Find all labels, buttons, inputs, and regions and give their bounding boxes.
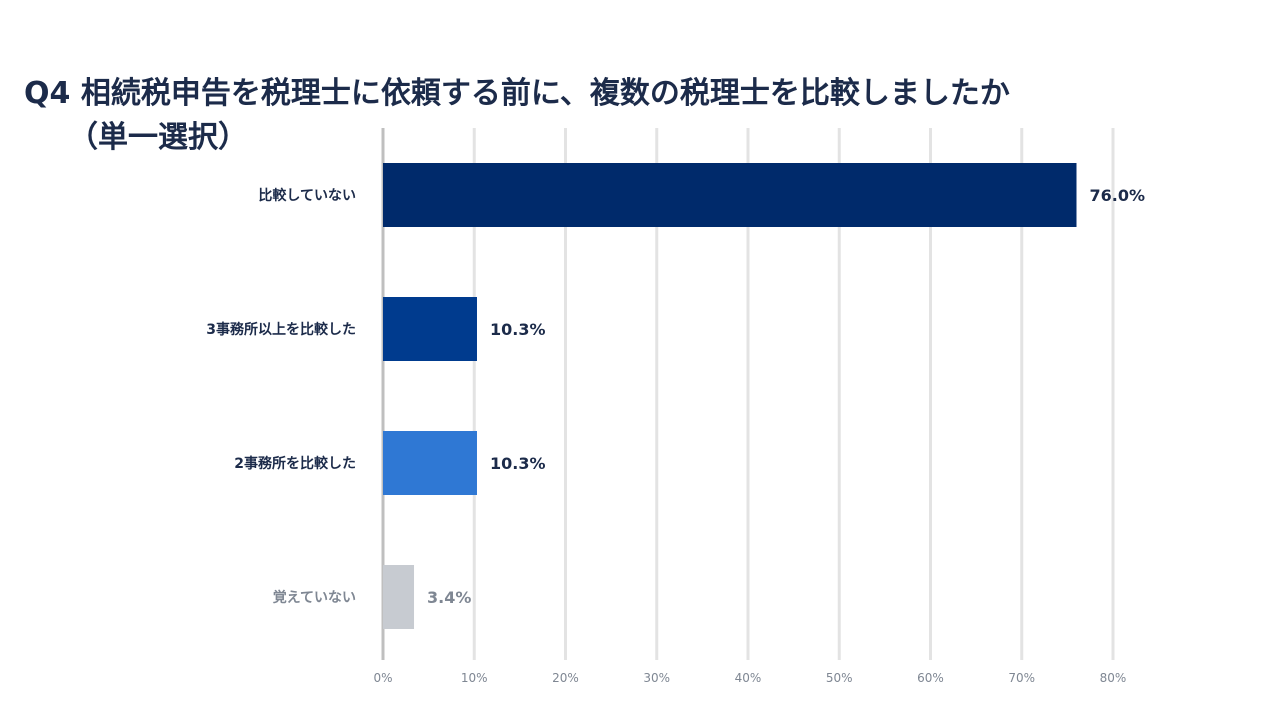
title-line-1: Q4 相続税申告を税理士に依頼する前に、複数の税理士を比較しましたか: [24, 76, 1010, 111]
category-label: 覚えていない: [273, 589, 356, 606]
category-label: 比較していない: [258, 187, 356, 204]
bar: [383, 565, 415, 629]
bar: [383, 431, 477, 495]
x-tick-label: 10%: [461, 671, 488, 685]
x-tick-label: 70%: [1008, 671, 1035, 685]
value-label: 76.0%: [1090, 186, 1146, 205]
x-tick-label: 40%: [735, 671, 762, 685]
x-tick-label: 60%: [917, 671, 944, 685]
category-label: 3事務所以上を比較した: [206, 321, 356, 338]
x-tick-label: 30%: [643, 671, 670, 685]
bar: [383, 163, 1077, 227]
x-tick-label: 50%: [826, 671, 853, 685]
x-tick-label: 20%: [552, 671, 579, 685]
x-tick-label: 0%: [373, 671, 392, 685]
value-label: 10.3%: [490, 454, 546, 473]
bar: [383, 297, 477, 361]
title-line-2: （単一選択）: [68, 120, 248, 155]
value-label: 3.4%: [427, 588, 471, 607]
value-label: 10.3%: [490, 320, 546, 339]
chart-title: Q4 相続税申告を税理士に依頼する前に、複数の税理士を比較しましたか （単一選択…: [24, 28, 1254, 204]
x-tick-label: 80%: [1100, 671, 1127, 685]
category-label: 2事務所を比較した: [234, 455, 356, 472]
